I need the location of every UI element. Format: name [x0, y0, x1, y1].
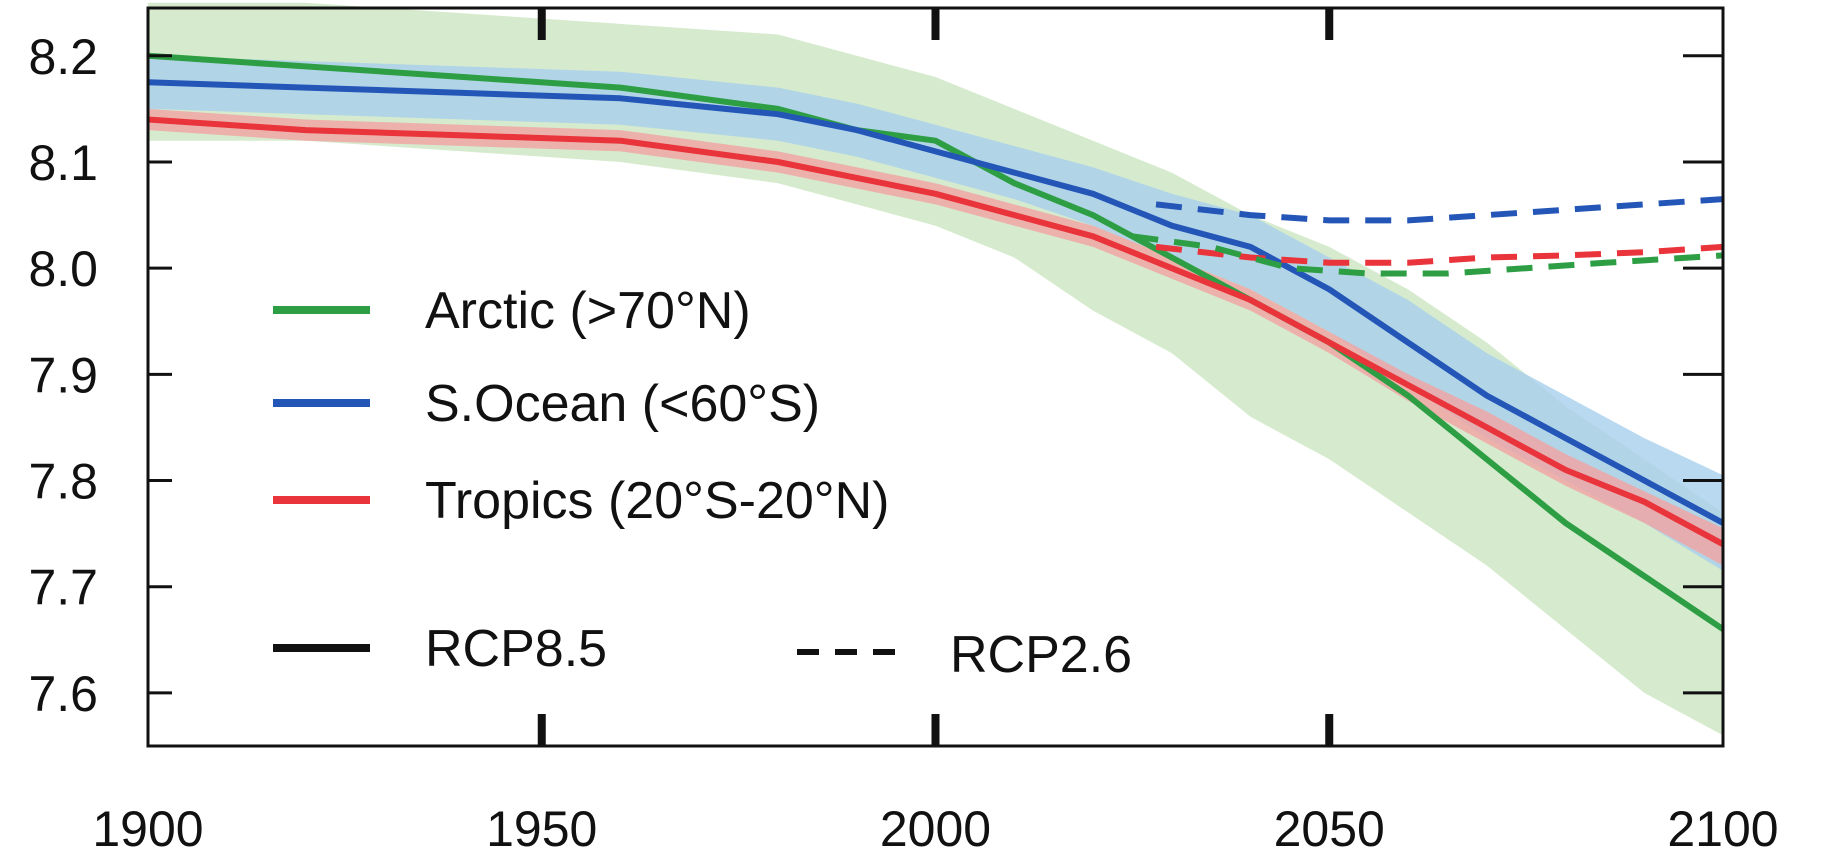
line-tropics-20-s-20-n-rcp8-5 [147, 116, 1725, 547]
x-tick-label-2000: 2000 [880, 801, 991, 851]
x-tick-label-1950: 1950 [486, 801, 597, 851]
line-s-ocean-60-s-rcp2-6 [1155, 196, 1724, 224]
y-tick-label-8: 8.0 [28, 241, 98, 297]
x-tick-label-1900: 1900 [92, 801, 203, 851]
legend-label-tropics-20-s-20-n: Tropics (20°S-20°N) [425, 472, 889, 530]
line-arctic-70-n-rcp8-5 [147, 52, 1725, 632]
legend-label-rcp2-6: RCP2.6 [950, 626, 1132, 684]
series-lines [147, 52, 1725, 632]
y-tick-label-7.6: 7.6 [28, 666, 98, 722]
y-tick-label-7.7: 7.7 [28, 560, 98, 616]
legend-label-arctic-70-n: Arctic (>70°N) [425, 282, 751, 340]
axis-ticks [148, 8, 1723, 746]
legend-label-rcp8-5: RCP8.5 [425, 620, 607, 678]
axis-tick-labels: 1900 1950 2000 2050 2100 7.6 7.7 7.8 7.9 8.0 8.1 8.… [28, 29, 1778, 851]
x-tick-label-2050: 2050 [1274, 801, 1385, 851]
x-tick-label-2100: 2100 [1667, 801, 1778, 851]
legend: Arctic (>70°N) S.Ocean (<60°S) Tropics (20… [273, 282, 1132, 684]
y-tick-label-8.1: 8.1 [28, 135, 98, 191]
y-tick-label-7.8: 7.8 [28, 454, 98, 510]
band-tropics-20-s-20-n [148, 108, 1723, 566]
y-tick-label-7.9: 7.9 [28, 347, 98, 403]
y-tick-label-8.2: 8.2 [28, 29, 98, 85]
legend-label-s-ocean-60-s: S.Ocean (<60°S) [425, 375, 820, 433]
band-s-ocean-60-s [148, 55, 1723, 571]
line-arctic-70-n-rcp2-6 [1131, 233, 1724, 277]
uncertainty-bands [148, 2, 1723, 736]
line-s-ocean-60-s-rcp8-5 [147, 79, 1725, 526]
